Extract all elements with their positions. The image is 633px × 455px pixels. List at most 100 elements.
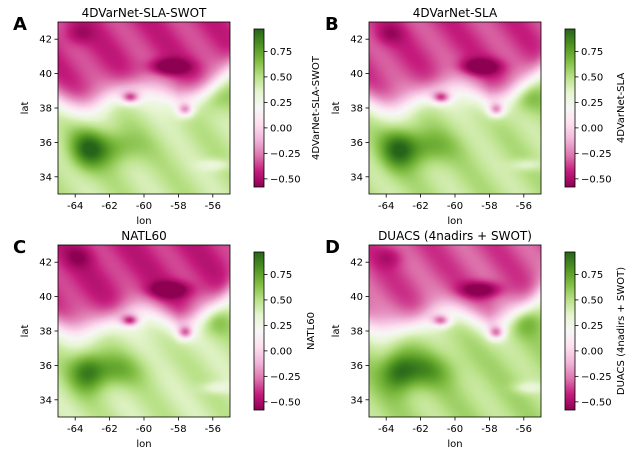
x-tick-label: -62: [412, 201, 428, 212]
y-tick-label: 34: [39, 172, 52, 183]
panel-letter: C: [13, 237, 26, 258]
y-tick-label: 38: [39, 327, 52, 338]
colorbar-tick-label: 0.25: [270, 321, 292, 332]
colorbar-tick-label: 0.00: [270, 346, 292, 357]
colorbar-tick-label: −0.25: [270, 372, 301, 383]
panel-letter: A: [13, 14, 27, 35]
x-tick-label: -58: [481, 201, 497, 212]
colorbar-label: 4DVarNet-SLA: [616, 73, 627, 144]
y-tick-label: 38: [39, 104, 52, 115]
panel-d: -64 -62 -60 -58 -56 34 36 38 40 42 lon lat DUACS (4n…: [325, 229, 627, 450]
colorbar-tick-label: 0.50: [270, 72, 292, 83]
heatmap-image: [369, 22, 541, 194]
x-tick-label: -64: [67, 424, 83, 435]
colorbar: [565, 29, 575, 187]
x-tick-label: -60: [447, 424, 463, 435]
colorbar-tick-label: −0.50: [581, 397, 612, 408]
x-axis-label: lon: [447, 216, 462, 227]
y-tick-label: 38: [350, 327, 363, 338]
x-axis-label: lon: [447, 439, 462, 450]
x-tick-label: -60: [447, 201, 463, 212]
colorbar-label: DUACS (4nadirs + SWOT): [616, 267, 627, 395]
x-tick-label: -62: [101, 424, 117, 435]
y-axis-label: lat: [20, 102, 31, 115]
y-tick-label: 34: [350, 395, 363, 406]
colorbar-tick-label: 0.50: [581, 72, 603, 83]
colorbar-tick-label: 0.50: [270, 295, 292, 306]
y-tick-label: 42: [350, 35, 363, 46]
y-tick-label: 42: [350, 258, 363, 269]
heatmap-image: [58, 245, 230, 417]
colorbar-tick-label: 0.75: [581, 270, 603, 281]
x-tick-label: -58: [481, 424, 497, 435]
heatmap-image: [369, 245, 541, 417]
x-axis-label: lon: [136, 216, 151, 227]
x-tick-label: -60: [136, 424, 152, 435]
colorbar-label: NATL60: [306, 312, 317, 350]
colorbar: [254, 29, 264, 187]
x-tick-label: -64: [67, 201, 83, 212]
panel-letter: D: [325, 237, 340, 258]
colorbar-label: 4DVarNet-SLA-SWOT: [311, 55, 322, 160]
y-tick-label: 42: [39, 35, 52, 46]
panel-title: 4DVarNet-SLA-SWOT: [82, 6, 207, 20]
colorbar-frame: [564, 28, 576, 188]
colorbar-tick-label: −0.50: [270, 174, 301, 185]
colorbar: [565, 252, 575, 410]
panel-a: -64 -62 -60 -58 -56 34 36 38 40 42 lon lat 4DVarNet-…: [13, 6, 322, 227]
y-tick-label: 40: [350, 292, 363, 303]
colorbar-tick-label: 0.25: [581, 321, 603, 332]
colorbar-tick-label: −0.25: [270, 149, 301, 160]
y-tick-label: 36: [39, 361, 52, 372]
x-tick-label: -62: [412, 424, 428, 435]
x-tick-label: -64: [378, 201, 394, 212]
x-tick-label: -58: [170, 424, 186, 435]
panel-title: NATL60: [121, 229, 167, 243]
colorbar-tick-label: −0.50: [581, 174, 612, 185]
colorbar-tick-label: 0.00: [581, 346, 603, 357]
colorbar-tick-label: 0.25: [270, 98, 292, 109]
colorbar-tick-label: 0.75: [581, 47, 603, 58]
y-tick-label: 34: [39, 395, 52, 406]
colorbar-tick-label: 0.75: [270, 47, 292, 58]
y-tick-label: 36: [39, 138, 52, 149]
x-tick-label: -60: [136, 201, 152, 212]
colorbar-frame: [564, 251, 576, 411]
colorbar-tick-label: 0.50: [581, 295, 603, 306]
panel-title: DUACS (4nadirs + SWOT): [378, 229, 532, 243]
y-axis-label: lat: [331, 102, 342, 115]
panel-title: 4DVarNet-SLA: [413, 6, 498, 20]
y-tick-label: 40: [39, 69, 52, 80]
y-tick-label: 34: [350, 172, 363, 183]
colorbar-tick-label: −0.25: [581, 372, 612, 383]
y-axis-label: lat: [20, 325, 31, 338]
x-tick-label: -56: [516, 424, 532, 435]
x-tick-label: -56: [205, 201, 221, 212]
colorbar: [254, 252, 264, 410]
x-tick-label: -56: [516, 201, 532, 212]
y-tick-label: 42: [39, 258, 52, 269]
x-tick-label: -64: [378, 424, 394, 435]
panel-b: -64 -62 -60 -58 -56 34 36 38 40 42 lon lat 4DVarNet-…: [325, 6, 627, 227]
colorbar-tick-label: 0.25: [581, 98, 603, 109]
y-tick-label: 36: [350, 138, 363, 149]
panel-c: -64 -62 -60 -58 -56 34 36 38 40 42 lon lat NATL60 C 0.…: [13, 229, 317, 450]
panel-letter: B: [325, 14, 339, 35]
colorbar-tick-label: 0.75: [270, 270, 292, 281]
x-tick-label: -62: [101, 201, 117, 212]
y-axis-label: lat: [331, 325, 342, 338]
colorbar-tick-label: −0.50: [270, 397, 301, 408]
colorbar-tick-label: −0.25: [581, 149, 612, 160]
y-tick-label: 36: [350, 361, 363, 372]
x-tick-label: -58: [170, 201, 186, 212]
colorbar-frame: [253, 251, 265, 411]
y-tick-label: 38: [350, 104, 363, 115]
x-axis-label: lon: [136, 439, 151, 450]
y-tick-label: 40: [39, 292, 52, 303]
x-tick-label: -56: [205, 424, 221, 435]
colorbar-tick-label: 0.00: [581, 123, 603, 134]
colorbar-frame: [253, 28, 265, 188]
y-tick-label: 40: [350, 69, 363, 80]
heatmap-image: [58, 22, 230, 194]
